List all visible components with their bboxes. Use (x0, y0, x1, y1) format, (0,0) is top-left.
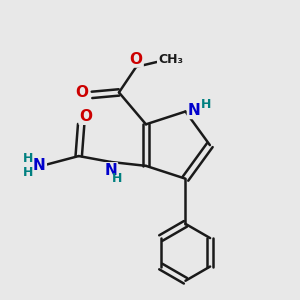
Text: N: N (33, 158, 46, 173)
Text: N: N (104, 163, 117, 178)
Text: N: N (188, 103, 201, 118)
Text: O: O (130, 52, 142, 67)
Text: O: O (76, 85, 89, 100)
Text: H: H (22, 166, 33, 179)
Text: CH₃: CH₃ (158, 53, 183, 66)
Text: O: O (80, 109, 93, 124)
Text: H: H (112, 172, 122, 184)
Text: H: H (22, 152, 33, 166)
Text: H: H (201, 98, 211, 111)
